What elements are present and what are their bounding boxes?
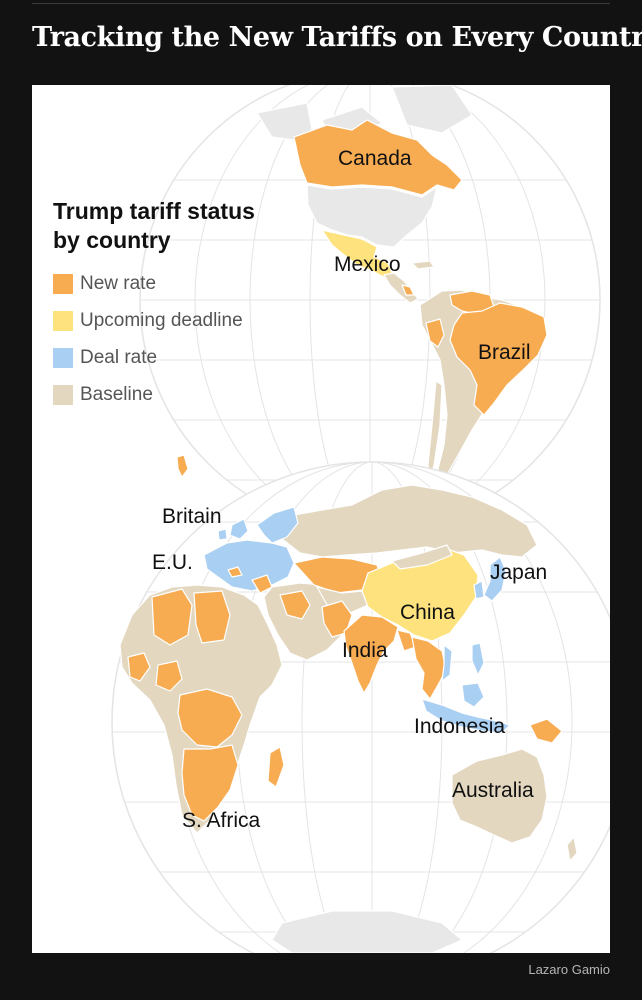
antarctica-shape — [271, 910, 463, 953]
label-canada: Canada — [338, 147, 412, 170]
legend: Trump tariff status by country New rate … — [53, 197, 313, 413]
mongolia-shape — [391, 544, 453, 570]
australia-shape — [451, 748, 548, 844]
usa-shape — [306, 184, 438, 248]
legend-title: Trump tariff status by country — [53, 197, 313, 255]
country-labels: Canada Mexico Brazil Britain E.U. Japan … — [152, 147, 547, 832]
southeast-asia-shape — [411, 636, 447, 700]
label-safrica: S. Africa — [182, 809, 261, 832]
algeria-shape — [151, 588, 193, 646]
madagascar-shape — [267, 746, 285, 788]
label-australia: Australia — [452, 779, 534, 802]
eastern-hemisphere — [111, 461, 610, 953]
russia-shape — [276, 484, 538, 558]
peru-shape — [425, 318, 445, 348]
legend-item-upcoming-deadline: Upcoming deadline — [53, 302, 313, 339]
scandinavia-shape — [256, 506, 299, 544]
india-shape — [343, 614, 399, 694]
greenland-shape — [391, 85, 473, 134]
new-zealand-shape — [566, 836, 578, 862]
japan-shape — [483, 556, 507, 602]
vietnam-shape — [441, 644, 453, 682]
legend-label: Deal rate — [80, 346, 158, 368]
headline: Tracking the New Tariffs on Every Countr… — [32, 22, 642, 53]
central-africa-shape — [177, 688, 243, 748]
indonesia-shape — [421, 698, 511, 734]
tariff-map: Canada Mexico Brazil Britain E.U. Japan … — [111, 85, 610, 953]
legend-item-deal-rate: Deal rate — [53, 339, 313, 376]
label-indonesia: Indonesia — [414, 715, 505, 738]
label-japan: Japan — [490, 561, 547, 584]
legend-swatch — [53, 310, 73, 331]
nicaragua-shape — [401, 284, 415, 296]
legend-title-line2: by country — [53, 227, 171, 253]
label-mexico: Mexico — [334, 253, 401, 276]
korea-shape — [473, 580, 485, 600]
legend-item-baseline: Baseline — [53, 376, 313, 413]
legend-item-new-rate: New rate — [53, 265, 313, 302]
nigeria-shape — [155, 660, 183, 692]
top-rule — [32, 3, 610, 4]
map-panel: Canada Mexico Brazil Britain E.U. Japan … — [32, 85, 610, 953]
png-shape — [529, 718, 563, 744]
label-eu: E.U. — [152, 551, 193, 574]
label-britain: Britain — [162, 505, 222, 528]
legend-swatch — [53, 273, 73, 294]
label-india: India — [342, 639, 388, 662]
iraq-syria-shape — [279, 590, 311, 620]
western-hemisphere — [139, 85, 601, 531]
label-brazil: Brazil — [478, 341, 531, 364]
ireland-shape — [217, 528, 228, 541]
west-africa-shape — [127, 652, 151, 682]
legend-label: Baseline — [80, 383, 153, 405]
philippines-shape — [471, 642, 485, 676]
southern-africa-shape — [181, 744, 239, 822]
atlantic-island-shape — [176, 454, 189, 478]
legend-swatch — [53, 384, 73, 405]
eu-shape — [203, 539, 295, 592]
legend-label: Upcoming deadline — [80, 309, 243, 331]
countries-west — [176, 85, 549, 481]
legend-title-line1: Trump tariff status — [53, 198, 255, 224]
label-china: China — [400, 601, 455, 624]
switzerland-shape — [227, 566, 243, 578]
britain-shape — [229, 518, 249, 540]
legend-swatch — [53, 347, 73, 368]
canada-shape — [293, 119, 463, 196]
borneo-shape — [461, 682, 485, 708]
countries-east — [119, 484, 578, 953]
credit: Lazaro Gamio — [528, 962, 610, 977]
libya-shape — [193, 590, 231, 644]
legend-label: New rate — [80, 272, 157, 294]
brazil-shape — [449, 302, 548, 416]
caribbean-shape — [411, 260, 435, 270]
